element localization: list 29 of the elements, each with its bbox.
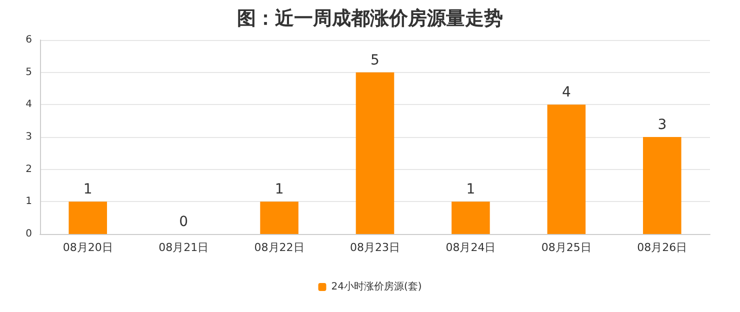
- x-tick-label: 08月20日: [62, 241, 113, 254]
- x-tick-label: 08月22日: [254, 241, 304, 254]
- bar: [452, 202, 490, 234]
- chart-title: 图：近一周成都涨价房源量走势: [237, 8, 503, 30]
- x-tick-label: 08月21日: [158, 241, 209, 254]
- y-tick-label: 2: [26, 164, 32, 175]
- x-tick-label: 08月25日: [541, 241, 592, 254]
- x-tick-label: 08月23日: [350, 241, 400, 254]
- data-label: 4: [562, 84, 571, 101]
- y-tick-label: 5: [26, 66, 32, 78]
- x-tick-label: 08月24日: [446, 241, 496, 254]
- y-tick-label: 3: [26, 132, 32, 142]
- bar: [260, 202, 298, 234]
- data-label: 1: [274, 182, 284, 198]
- y-tick-label: 6: [26, 34, 32, 46]
- data-label: 1: [466, 182, 476, 198]
- legend-label: 24小时涨价房源(套): [331, 280, 422, 292]
- y-tick-label: 0: [26, 228, 32, 240]
- data-label: 1: [83, 182, 92, 198]
- bar: [547, 104, 586, 234]
- bar: [356, 72, 394, 234]
- y-tick-label: 4: [26, 99, 32, 110]
- data-label: 5: [370, 52, 380, 68]
- y-tick-label: 1: [26, 196, 32, 208]
- bar: [68, 202, 107, 234]
- bar: [643, 137, 682, 234]
- data-label: 3: [658, 117, 667, 133]
- data-label: 0: [179, 214, 188, 230]
- x-tick-label: 08月26日: [637, 241, 688, 254]
